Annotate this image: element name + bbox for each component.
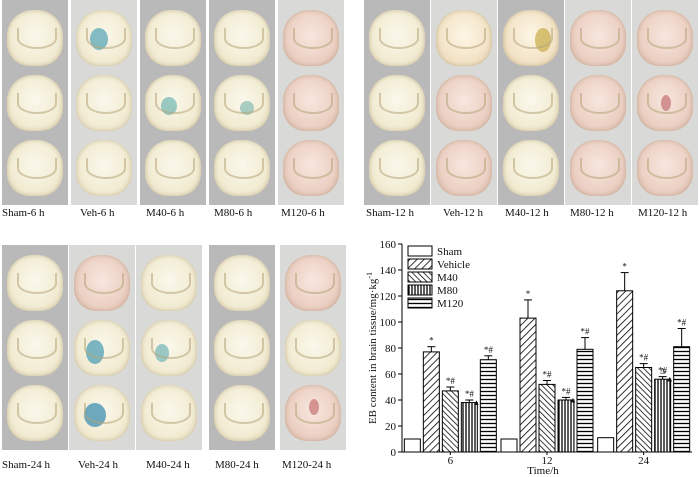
caption-m80-12h: M80-12 h [570, 207, 614, 219]
y-tick-label: 140 [380, 265, 397, 277]
y-tick-label: 40 [385, 395, 397, 407]
photo-strip-m80-24h [209, 245, 275, 450]
photo-strip-sham-6h [2, 0, 68, 205]
photo-panel-24h: Sham-24 h Veh-24 h M40-24 h M80-24 h M12… [0, 245, 350, 477]
photo-strip-m80-12h [565, 0, 631, 205]
bar-vehicle-12h [519, 317, 537, 453]
legend-label-m40: M40 [437, 272, 458, 284]
legend-swatch-m120 [407, 297, 433, 309]
bar-m120-12h [576, 348, 594, 453]
x-tick-label: 6 [448, 455, 454, 467]
legend-label-m120: M120 [437, 298, 464, 310]
caption-sham-24h: Sham-24 h [2, 459, 50, 471]
photo-strip-veh-6h [71, 0, 137, 205]
caption-m80-24h: M80-24 h [215, 459, 259, 471]
photo-strip-m40-12h [498, 0, 564, 205]
significance-label: *# [543, 370, 553, 380]
triangle-mark: ▲ [569, 395, 577, 404]
caption-sham-6h: Sham-6 h [2, 207, 45, 219]
bar-m120-6h [479, 359, 497, 453]
bar-m40-6h [441, 390, 459, 453]
photo-strip-veh-24h [69, 245, 135, 450]
y-tick-label: 100 [380, 317, 397, 329]
photo-strip-m80-6h [209, 0, 275, 205]
photo-strip-m40-24h [136, 245, 202, 450]
legend-label-sham: Sham [437, 246, 463, 258]
significance-label: *# [484, 345, 494, 355]
bar-sham-6h [403, 438, 421, 453]
bar-m80-12h [557, 399, 575, 453]
legend-swatch-m80 [407, 284, 433, 296]
y-axis-label: EB content in brain tissue/mg·kg-1 [365, 272, 379, 424]
bar-vehicle-6h [422, 351, 440, 453]
significance-label: *# [639, 353, 649, 363]
legend-swatch-sham [407, 245, 433, 257]
bar-m40-24h [635, 367, 653, 453]
significance-label: *# [465, 389, 475, 399]
caption-veh-24h: Veh-24 h [78, 459, 119, 471]
triangle-mark: ▲ [666, 375, 674, 384]
y-axis-label-superscript: -1 [365, 272, 374, 279]
caption-m120-24h: M120-24 h [282, 459, 332, 471]
y-tick-label: 0 [391, 447, 397, 459]
y-tick-label: 160 [380, 239, 397, 251]
y-tick-label: 80 [385, 343, 397, 355]
legend-swatch-vehicle [407, 258, 433, 270]
chart-labels: **#*#*#▲**#*#*#▲**#*#*#▲Δ [429, 262, 687, 407]
caption-m40-24h: M40-24 h [146, 459, 190, 471]
photo-strip-veh-12h [431, 0, 497, 205]
significance-label: * [622, 262, 627, 272]
y-tick-label: 60 [385, 369, 397, 381]
significance-label: *# [562, 386, 572, 396]
bar-sham-12h [500, 438, 518, 453]
significance-label: * [526, 289, 531, 299]
chart-axes: 0 20 40 60 80 100 120 140 160 EB content in brain… [365, 239, 692, 477]
x-axis-label: Time/h [527, 465, 559, 477]
legend-label-m80: M80 [437, 285, 458, 297]
photo-strip-m120-6h [278, 0, 344, 205]
bar-m120-24h [673, 346, 691, 453]
photo-strip-sham-12h [364, 0, 430, 205]
photo-strip-sham-24h [2, 245, 68, 450]
significance-label: *# [446, 376, 456, 386]
bar-m80-6h [460, 402, 478, 453]
significance-label: *# [658, 366, 668, 376]
photo-strip-m120-12h [632, 0, 698, 205]
significance-label: *# [581, 327, 591, 337]
triangle-mark: Δ [660, 367, 665, 376]
x-tick-label: 24 [638, 455, 650, 467]
bar-m80-24h [654, 378, 672, 453]
triangle-mark: ▲ [472, 398, 480, 407]
y-tick-label: 20 [385, 421, 397, 433]
eb-content-bar-chart: 0 20 40 60 80 100 120 140 160 EB content in brain… [365, 239, 692, 477]
caption-m40-6h: M40-6 h [146, 207, 185, 219]
x-tick-label: 12 [542, 455, 553, 467]
caption-veh-6h: Veh-6 h [80, 207, 115, 219]
caption-veh-12h: Veh-12 h [443, 207, 484, 219]
significance-label: * [429, 336, 434, 346]
legend-swatch-m40 [407, 271, 433, 283]
bar-vehicle-24h [616, 290, 634, 453]
legend-label-vehicle: Vehicle [437, 259, 470, 271]
photo-strip-m40-6h [140, 0, 206, 205]
chart-bars [403, 272, 691, 453]
caption-m40-12h: M40-12 h [505, 207, 549, 219]
y-tick-label: 120 [380, 291, 397, 303]
photo-panel-12h: Sham-12 h Veh-12 h M40-12 h M80-12 h M12… [362, 0, 700, 225]
caption-m120-12h: M120-12 h [638, 207, 688, 219]
caption-m80-6h: M80-6 h [214, 207, 253, 219]
caption-sham-12h: Sham-12 h [366, 207, 414, 219]
photo-strip-m120-24h [280, 245, 346, 450]
photo-panel-6h: Sham-6 h Veh-6 h M40-6 h M80-6 h M120-6 … [0, 0, 350, 225]
caption-m120-6h: M120-6 h [281, 207, 325, 219]
significance-label: *# [677, 318, 687, 328]
bar-sham-24h [597, 437, 615, 453]
bar-m40-12h [538, 383, 556, 453]
